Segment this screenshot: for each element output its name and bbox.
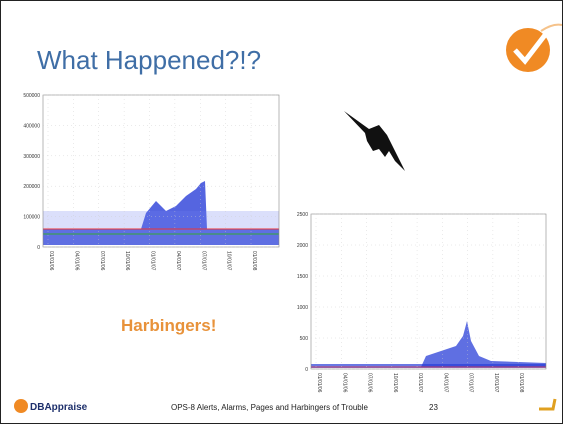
- callout: Harbingers!: [121, 316, 216, 335]
- x-tick-label: 01/01/07: [417, 373, 423, 393]
- x-tick-label: 01/01/08: [518, 373, 524, 393]
- y-tick-label: 0: [305, 367, 308, 373]
- x-tick-label: 04/01/07: [175, 251, 181, 271]
- x-tick-label: 07/01/07: [468, 373, 474, 393]
- slide-canvas: What Happened?!? Harbingers! DBAppraise …: [1, 1, 562, 423]
- y-tick-label: 200000: [23, 184, 40, 190]
- y-tick-label: 1500: [297, 274, 308, 280]
- y-tick-label: 500000: [23, 93, 40, 99]
- y-tick-label: 0: [37, 245, 40, 251]
- y-tick-label: 400000: [23, 123, 40, 129]
- y-tick-label: 300000: [23, 154, 40, 160]
- x-tick-label: 10/01/06: [392, 373, 398, 393]
- x-tick-label: 01/01/07: [150, 251, 156, 271]
- scatter-cloud-right: [311, 321, 546, 368]
- slide-title: What Happened?!?: [37, 45, 261, 75]
- x-tick-label: 07/01/07: [200, 251, 206, 271]
- scatter-cloud-left: [43, 181, 279, 245]
- x-tick-label: 04/01/06: [341, 373, 347, 393]
- y-tick-label: 2500: [297, 212, 308, 218]
- slide: What Happened?!? Harbingers! DBAppraise …: [0, 0, 563, 424]
- footer-ornament: [539, 399, 555, 409]
- x-tick-label: 10/01/06: [124, 251, 130, 271]
- x-tick-label: 01/01/06: [316, 373, 322, 393]
- x-tick-label: 04/01/07: [442, 373, 448, 393]
- x-tick-label: 10/01/07: [493, 373, 499, 393]
- x-tick-label: 01/01/08: [251, 251, 257, 271]
- x-tick-label: 07/01/06: [99, 251, 105, 271]
- footer-text: OPS-8 Alerts, Alarms, Pages and Harbinge…: [171, 403, 369, 412]
- page-number: 23: [429, 403, 438, 412]
- x-tick-label: 01/01/06: [48, 251, 54, 271]
- bird-silhouette: [344, 111, 405, 171]
- y-tick-label: 500: [300, 336, 309, 342]
- footer-logo: DBAppraise: [14, 399, 88, 413]
- x-tick-label: 04/01/06: [73, 251, 79, 271]
- check-logo: [506, 25, 562, 72]
- plot-frame: [311, 214, 546, 369]
- y-tick-label: 1000: [297, 305, 308, 311]
- y-tick-label: 100000: [23, 215, 40, 221]
- x-tick-label: 07/01/06: [367, 373, 373, 393]
- x-tick-label: 10/01/07: [226, 251, 232, 271]
- y-tick-label: 2000: [297, 243, 308, 249]
- logo-text: DBAppraise: [30, 402, 88, 413]
